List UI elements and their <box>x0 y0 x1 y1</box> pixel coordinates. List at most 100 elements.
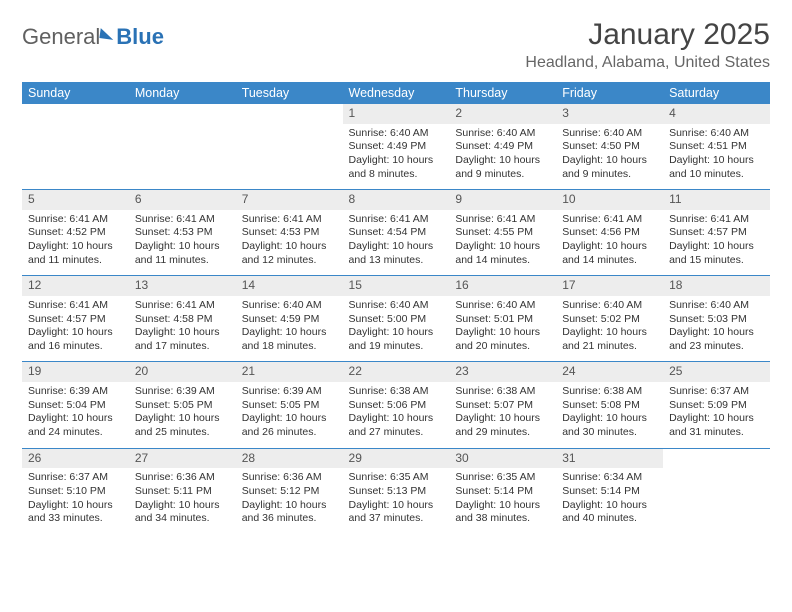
sunrise-text: Sunrise: 6:41 AM <box>349 213 444 227</box>
daylight-text: Daylight: 10 hours and 9 minutes. <box>562 154 657 181</box>
day-header: Thursday <box>449 82 556 104</box>
sunrise-text: Sunrise: 6:37 AM <box>28 471 123 485</box>
daylight-text: Daylight: 10 hours and 30 minutes. <box>562 412 657 439</box>
sunset-text: Sunset: 5:10 PM <box>28 485 123 499</box>
day-header: Tuesday <box>236 82 343 104</box>
daylight-text: Daylight: 10 hours and 17 minutes. <box>135 326 230 353</box>
sunrise-text: Sunrise: 6:37 AM <box>669 385 764 399</box>
sunrise-text: Sunrise: 6:40 AM <box>242 299 337 313</box>
calendar-week: 1Sunrise: 6:40 AMSunset: 4:49 PMDaylight… <box>22 104 770 190</box>
brand-part2: Blue <box>116 24 164 50</box>
daylight-text: Daylight: 10 hours and 25 minutes. <box>135 412 230 439</box>
calendar-day: 7Sunrise: 6:41 AMSunset: 4:53 PMDaylight… <box>236 190 343 276</box>
day-details: Sunrise: 6:40 AMSunset: 5:01 PMDaylight:… <box>449 296 556 362</box>
calendar-day: 18Sunrise: 6:40 AMSunset: 5:03 PMDayligh… <box>663 276 770 362</box>
sunrise-text: Sunrise: 6:41 AM <box>242 213 337 227</box>
sunrise-text: Sunrise: 6:40 AM <box>455 127 550 141</box>
day-details: Sunrise: 6:39 AMSunset: 5:05 PMDaylight:… <box>129 382 236 448</box>
sunset-text: Sunset: 4:56 PM <box>562 226 657 240</box>
sunset-text: Sunset: 5:01 PM <box>455 313 550 327</box>
sunrise-text: Sunrise: 6:40 AM <box>349 299 444 313</box>
brand-part1: General <box>22 24 100 50</box>
sunset-text: Sunset: 4:54 PM <box>349 226 444 240</box>
day-number: 2 <box>449 104 556 124</box>
sunset-text: Sunset: 5:03 PM <box>669 313 764 327</box>
sunrise-text: Sunrise: 6:41 AM <box>135 299 230 313</box>
day-number: 18 <box>663 276 770 296</box>
day-number: 12 <box>22 276 129 296</box>
sail-icon <box>100 28 115 40</box>
calendar-day: 23Sunrise: 6:38 AMSunset: 5:07 PMDayligh… <box>449 362 556 448</box>
daylight-text: Daylight: 10 hours and 11 minutes. <box>28 240 123 267</box>
sunset-text: Sunset: 4:49 PM <box>349 140 444 154</box>
day-details: Sunrise: 6:41 AMSunset: 4:53 PMDaylight:… <box>236 210 343 276</box>
daylight-text: Daylight: 10 hours and 10 minutes. <box>669 154 764 181</box>
sunset-text: Sunset: 4:58 PM <box>135 313 230 327</box>
daylight-text: Daylight: 10 hours and 40 minutes. <box>562 499 657 526</box>
day-details: Sunrise: 6:37 AMSunset: 5:10 PMDaylight:… <box>22 468 129 534</box>
day-header: Saturday <box>663 82 770 104</box>
day-details: Sunrise: 6:39 AMSunset: 5:04 PMDaylight:… <box>22 382 129 448</box>
calendar-day: 25Sunrise: 6:37 AMSunset: 5:09 PMDayligh… <box>663 362 770 448</box>
sunrise-text: Sunrise: 6:36 AM <box>242 471 337 485</box>
daylight-text: Daylight: 10 hours and 18 minutes. <box>242 326 337 353</box>
calendar-day: 22Sunrise: 6:38 AMSunset: 5:06 PMDayligh… <box>343 362 450 448</box>
daylight-text: Daylight: 10 hours and 29 minutes. <box>455 412 550 439</box>
calendar-day <box>22 104 129 190</box>
day-details: Sunrise: 6:41 AMSunset: 4:52 PMDaylight:… <box>22 210 129 276</box>
sunset-text: Sunset: 4:50 PM <box>562 140 657 154</box>
daylight-text: Daylight: 10 hours and 23 minutes. <box>669 326 764 353</box>
day-details: Sunrise: 6:40 AMSunset: 4:50 PMDaylight:… <box>556 124 663 190</box>
day-number: 29 <box>343 449 450 469</box>
calendar-page: General Blue January 2025 Headland, Alab… <box>0 0 792 552</box>
calendar-day <box>129 104 236 190</box>
sunset-text: Sunset: 4:49 PM <box>455 140 550 154</box>
calendar-day: 29Sunrise: 6:35 AMSunset: 5:13 PMDayligh… <box>343 449 450 534</box>
daylight-text: Daylight: 10 hours and 38 minutes. <box>455 499 550 526</box>
day-details: Sunrise: 6:40 AMSunset: 5:02 PMDaylight:… <box>556 296 663 362</box>
day-details: Sunrise: 6:37 AMSunset: 5:09 PMDaylight:… <box>663 382 770 448</box>
sunset-text: Sunset: 5:05 PM <box>242 399 337 413</box>
sunset-text: Sunset: 4:57 PM <box>28 313 123 327</box>
day-details: Sunrise: 6:41 AMSunset: 4:58 PMDaylight:… <box>129 296 236 362</box>
calendar-day: 16Sunrise: 6:40 AMSunset: 5:01 PMDayligh… <box>449 276 556 362</box>
day-details <box>663 468 770 479</box>
daylight-text: Daylight: 10 hours and 9 minutes. <box>455 154 550 181</box>
daylight-text: Daylight: 10 hours and 31 minutes. <box>669 412 764 439</box>
calendar-day: 27Sunrise: 6:36 AMSunset: 5:11 PMDayligh… <box>129 449 236 534</box>
sunrise-text: Sunrise: 6:36 AM <box>135 471 230 485</box>
sunset-text: Sunset: 5:12 PM <box>242 485 337 499</box>
calendar-week: 12 Sunrise: 6:41 AM Sunset: 4:57 PM Dayligh… <box>22 276 770 362</box>
sunset-text: Sunset: 5:08 PM <box>562 399 657 413</box>
calendar-day <box>236 104 343 190</box>
day-number: 23 <box>449 362 556 382</box>
calendar-day: 28Sunrise: 6:36 AMSunset: 5:12 PMDayligh… <box>236 449 343 534</box>
calendar-day: 11Sunrise: 6:41 AMSunset: 4:57 PMDayligh… <box>663 190 770 276</box>
day-number: 19 <box>22 362 129 382</box>
day-number: 3 <box>556 104 663 124</box>
day-number: 7 <box>236 190 343 210</box>
calendar-day: 19Sunrise: 6:39 AMSunset: 5:04 PMDayligh… <box>22 362 129 448</box>
day-details <box>22 124 129 135</box>
sunset-text: Sunset: 5:09 PM <box>669 399 764 413</box>
calendar-day: 8Sunrise: 6:41 AMSunset: 4:54 PMDaylight… <box>343 190 450 276</box>
calendar-day: 4Sunrise: 6:40 AMSunset: 4:51 PMDaylight… <box>663 104 770 190</box>
day-details: Sunrise: 6:41 AMSunset: 4:54 PMDaylight:… <box>343 210 450 276</box>
daylight-text: Daylight: 10 hours and 33 minutes. <box>28 499 123 526</box>
sunrise-text: Sunrise: 6:41 AM <box>562 213 657 227</box>
day-details <box>129 124 236 135</box>
sunset-text: Sunset: 4:59 PM <box>242 313 337 327</box>
day-number: 1 <box>343 104 450 124</box>
day-details: Sunrise: 6:34 AMSunset: 5:14 PMDaylight:… <box>556 468 663 534</box>
calendar-day: 2 Sunrise: 6:40 AMSunset: 4:49 PMDaylight… <box>449 104 556 190</box>
day-details: Sunrise: 6:41 AMSunset: 4:57 PMDaylight:… <box>663 210 770 276</box>
day-number: 10 <box>556 190 663 210</box>
sunrise-text: Sunrise: 6:40 AM <box>562 127 657 141</box>
sunrise-text: Sunrise: 6:38 AM <box>562 385 657 399</box>
calendar-day: 21Sunrise: 6:39 AMSunset: 5:05 PMDayligh… <box>236 362 343 448</box>
sunrise-text: Sunrise: 6:41 AM <box>669 213 764 227</box>
day-number <box>236 104 343 124</box>
sunset-text: Sunset: 4:52 PM <box>28 226 123 240</box>
day-number: 28 <box>236 449 343 469</box>
calendar-day: 9Sunrise: 6:41 AMSunset: 4:55 PMDaylight… <box>449 190 556 276</box>
